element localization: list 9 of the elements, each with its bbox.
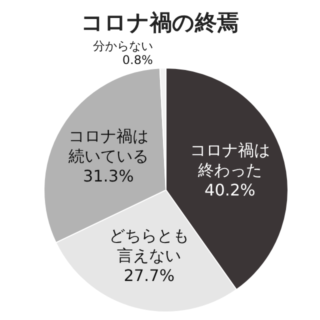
slice-label: コロナ禍は終わった xyxy=(190,140,270,180)
slice-label: コロナ禍は続いている xyxy=(67,126,148,166)
data-label: 31.3% xyxy=(82,166,134,186)
data-label: 0.8% xyxy=(122,53,153,68)
slice-label: 分からない xyxy=(92,39,153,54)
chart-title: コロナ禍の終焉 xyxy=(81,11,239,36)
data-label: 40.2% xyxy=(204,180,256,200)
data-label: 27.7% xyxy=(124,266,175,285)
slice-label: どちらとも言えない xyxy=(109,226,190,265)
